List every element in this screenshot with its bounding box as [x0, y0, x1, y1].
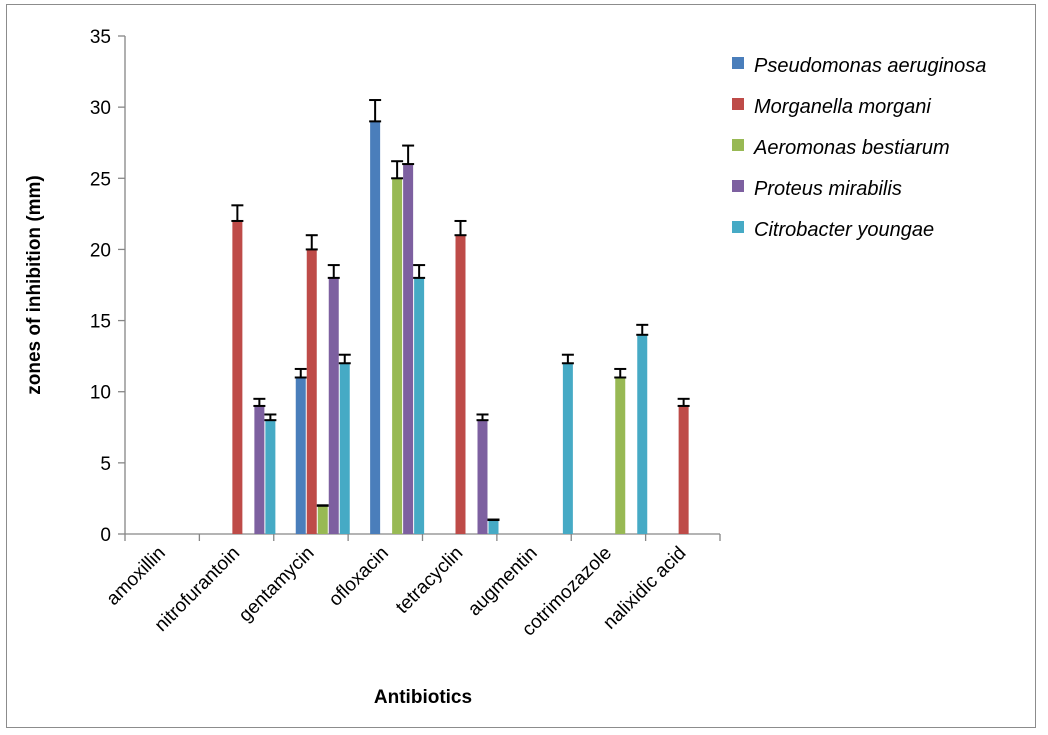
bar: [295, 377, 306, 534]
bar: [265, 420, 276, 534]
bar: [455, 235, 466, 534]
bar: [403, 164, 414, 535]
x-tick-label: tetracyclin: [392, 543, 467, 618]
legend-label: Pseudomonas aeruginosa: [754, 55, 986, 77]
bar: [232, 220, 243, 534]
legend-label: Citrobacter youngae: [754, 219, 934, 241]
y-axis-label: zones of inhibition (mm): [24, 175, 45, 395]
legend: Pseudomonas aeruginosa Morganella morgani…: [732, 55, 986, 241]
y-tick-label: 0: [100, 525, 111, 546]
legend-swatch: [732, 57, 744, 69]
y-tick-label: 5: [100, 454, 111, 475]
legend-label: Morganella morgani: [754, 96, 931, 118]
bar: [414, 277, 425, 534]
x-tick-label: gentamycin: [235, 543, 319, 627]
bar: [477, 420, 488, 534]
legend-swatch: [732, 221, 744, 233]
chart-frame: [6, 4, 1036, 728]
y-tick-label: 25: [90, 169, 111, 190]
bar: [615, 377, 626, 534]
bar: [488, 519, 499, 534]
legend-label: Proteus mirabilis: [754, 178, 902, 200]
bar: [328, 277, 339, 534]
x-tick-label: amoxillin: [103, 543, 170, 610]
bar: [370, 121, 381, 534]
plot-area: 05101520253035amoxillinnitrofurantoingen…: [90, 27, 721, 640]
bar: [317, 505, 328, 534]
bar: [637, 334, 648, 534]
bar: [254, 405, 265, 534]
legend-swatch: [732, 98, 744, 110]
x-axis-label: Antibiotics: [374, 687, 472, 708]
bar: [339, 363, 350, 534]
legend-label: Aeromonas bestiarum: [753, 137, 950, 159]
legend-swatch: [732, 139, 744, 151]
y-tick-label: 30: [90, 98, 111, 119]
bar: [678, 405, 689, 534]
bar: [562, 363, 573, 534]
y-tick-label: 20: [90, 240, 111, 261]
x-tick-label: ofloxacin: [325, 543, 393, 611]
y-tick-label: 15: [90, 312, 111, 333]
y-tick-label: 10: [90, 383, 111, 404]
y-tick-label: 35: [90, 27, 111, 48]
legend-swatch: [732, 180, 744, 192]
x-tick-label: augmentin: [464, 543, 542, 621]
bar: [392, 178, 403, 535]
bar: [306, 249, 317, 534]
